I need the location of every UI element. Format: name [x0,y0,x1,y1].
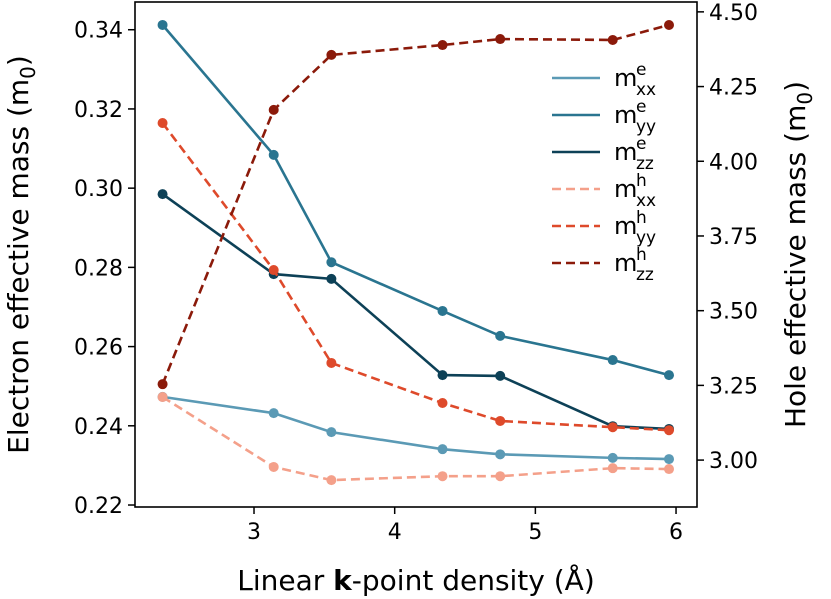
legend-label-sup: h [636,245,647,265]
x-tick-label: 5 [528,520,542,545]
legend-label-sup: e [636,134,646,154]
data-point [495,415,506,426]
data-point [326,427,337,438]
legend-label-sub: xx [636,80,656,100]
y2-tick-label: 3.00 [709,449,758,474]
y2-tick-label: 4.50 [709,1,758,26]
y-tick-label: 0.22 [74,494,123,519]
data-point [495,330,506,341]
data-point [326,273,337,284]
legend-label-sub: yy [636,117,656,137]
data-point [268,104,279,115]
y-axis-label-part: Electron effective mass (m [2,79,35,454]
legend-label: m [614,249,637,277]
y2-axis-label: Hole effective mass (m0) [779,81,817,428]
data-point [495,449,506,460]
x-axis-label-part: -point density (Å) [352,563,595,597]
legend-label-sup: h [636,171,647,191]
y-axis-label-part: 0 [16,66,40,79]
x-axis-label-part: k [333,564,353,597]
y2-tick-label: 4.25 [709,76,758,101]
data-point [664,370,675,381]
legend-label: m [614,64,637,92]
data-point [268,408,279,419]
data-point [157,19,168,30]
data-point [607,355,618,366]
x-tick-label: 3 [247,520,261,545]
plot-frame [134,1,698,508]
data-point [607,34,618,45]
data-point [495,471,506,482]
data-point [495,34,506,45]
series-line [161,122,670,432]
legend-label-sub: zz [636,265,654,285]
y2-tick-label: 3.50 [709,300,758,325]
data-point [495,370,506,381]
y-tick-label: 0.26 [74,336,123,361]
legend-label: m [614,175,637,203]
x-tick-label: 4 [388,520,402,545]
data-point [664,454,675,465]
y2-axis-label-part: 0 [793,92,817,105]
y2-tick-label: 4.00 [709,150,758,175]
data-point [664,425,675,436]
series-line [161,395,670,482]
y2-tick-label: 3.25 [709,374,758,399]
data-point [664,20,675,31]
y2-tick-label: 3.75 [709,225,758,250]
data-point [326,475,337,486]
data-point [607,422,618,433]
y-axis-label: Electron effective mass (m0) [2,55,40,454]
data-point [326,49,337,60]
x-axis-label: Linear k-point density (Å) [237,563,595,597]
data-point [607,452,618,463]
y-tick-label: 0.28 [74,256,123,281]
y-tick-label: 0.32 [74,98,123,123]
legend-label-sup: e [636,60,646,80]
data-point [437,305,448,316]
y-tick-label: 0.24 [74,415,123,440]
y2-axis-label-part: Hole effective mass (m [779,105,812,428]
y-axis-label-part: ) [2,55,35,66]
x-tick-label: 6 [669,520,683,545]
data-point [437,444,448,455]
data-point [664,464,675,475]
y2-axis-label-part: ) [779,81,812,92]
data-point [607,463,618,474]
legend-label-sub: yy [636,228,656,248]
data-point [157,392,168,403]
data-point [157,379,168,390]
data-point [437,398,448,409]
legend-label: m [614,138,637,166]
data-point [437,471,448,482]
legend-label: m [614,101,637,129]
y-tick-label: 0.34 [74,19,123,44]
x-axis-label-part: Linear [237,564,333,597]
legend-label: m [614,212,637,240]
legend-label-sup: e [636,97,646,117]
data-point [157,189,168,200]
data-point [268,461,279,472]
data-point [157,118,168,129]
series-line [162,395,670,461]
data-point [437,370,448,381]
legend-label-sup: h [636,208,647,228]
legend-label-sub: zz [636,154,654,174]
legend-label-sub: xx [636,191,656,211]
data-point [326,257,337,268]
data-point [268,265,279,276]
data-point [437,40,448,51]
data-point [326,357,337,368]
y-tick-label: 0.30 [74,177,123,202]
data-point [268,149,279,160]
